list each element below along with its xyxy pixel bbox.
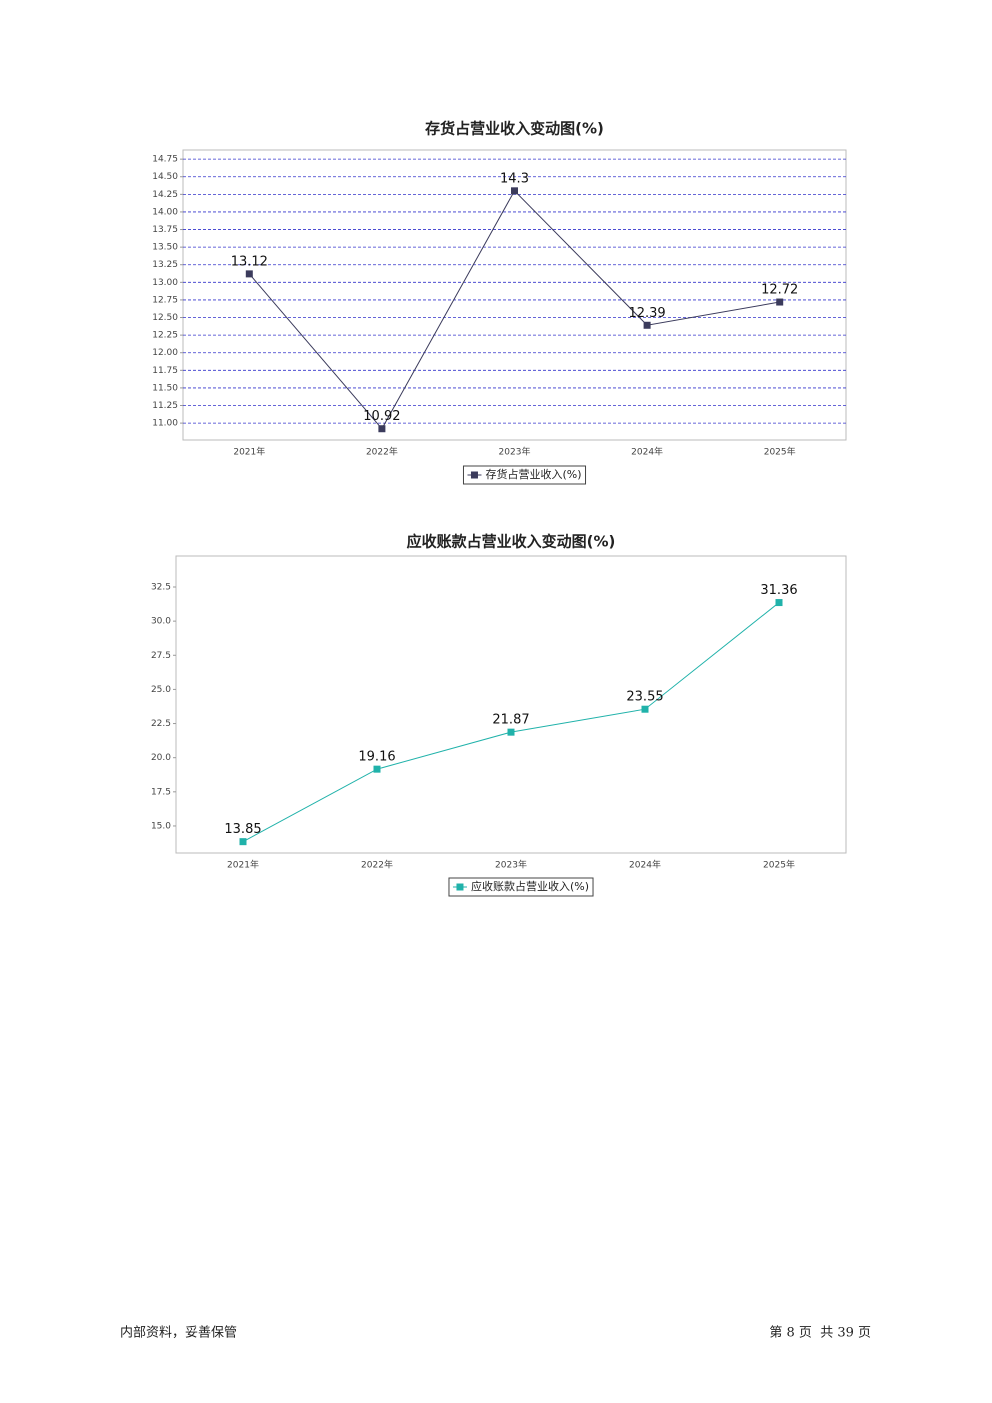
y-tick-label: 12.25	[152, 331, 178, 341]
y-tick-label: 22.5	[151, 719, 171, 729]
value-label: 12.72	[761, 283, 798, 298]
point-marker	[775, 599, 783, 607]
point-marker	[643, 321, 651, 329]
x-tick-label: 2022年	[366, 446, 398, 458]
y-tick-label: 27.5	[151, 651, 171, 661]
x-tick-label: 2022年	[361, 859, 393, 871]
point-marker	[641, 705, 649, 713]
y-tick-label: 12.75	[152, 295, 178, 305]
point-marker	[511, 187, 518, 195]
chart-title: 应收账款占营业收入变动图(%)	[407, 533, 616, 551]
legend-label: 存货占营业收入(%)	[485, 467, 581, 481]
y-tick-label: 13.75	[152, 225, 178, 235]
y-tick-label: 15.0	[151, 821, 171, 831]
point-marker	[239, 838, 247, 846]
series-line	[248, 189, 780, 430]
y-tick-label: 11.25	[152, 401, 178, 411]
y-tick-label: 17.5	[151, 787, 171, 797]
y-tick-label: 11.75	[152, 366, 178, 376]
legend-box	[448, 877, 594, 897]
legend-marker	[456, 883, 464, 891]
plot-area	[182, 149, 847, 441]
x-tick-label: 2023年	[495, 859, 527, 871]
y-tick-label: 11.50	[152, 383, 178, 393]
y-tick-label: 25.0	[151, 685, 171, 695]
value-label: 21.87	[492, 713, 529, 728]
y-tick-label: 14.25	[152, 190, 178, 200]
plot-area	[175, 555, 847, 854]
x-tick-label: 2021年	[227, 859, 259, 871]
value-label: 31.36	[760, 583, 797, 598]
value-label: 13.12	[231, 254, 268, 269]
x-tick-label: 2025年	[763, 859, 795, 871]
value-label: 13.85	[224, 822, 261, 837]
value-label: 19.16	[358, 750, 395, 765]
value-label: 14.3	[500, 171, 529, 186]
y-tick-label: 12.00	[152, 348, 178, 358]
y-tick-label: 32.5	[151, 582, 171, 592]
y-tick-label: 30.0	[151, 617, 171, 627]
value-label: 23.55	[626, 690, 663, 705]
footer-left: 内部资料，妥善保管	[120, 1325, 237, 1341]
x-tick-label: 2021年	[233, 446, 265, 458]
y-tick-label: 20.0	[151, 753, 171, 763]
point-marker	[507, 728, 515, 736]
y-tick-label: 11.00	[152, 419, 178, 429]
y-tick-label: 14.00	[152, 207, 178, 217]
legend-label: 应收账款占营业收入(%)	[471, 879, 589, 893]
point-marker	[378, 425, 386, 433]
x-tick-label: 2023年	[499, 446, 531, 458]
y-tick-label: 13.50	[152, 243, 178, 253]
point-marker	[776, 298, 784, 306]
value-label: 12.39	[628, 306, 665, 321]
y-tick-label: 12.50	[152, 313, 178, 323]
x-tick-label: 2024年	[631, 446, 663, 458]
footer-page: 第 8 页 共 39 页	[769, 1326, 871, 1341]
x-tick-label: 2025年	[764, 446, 796, 458]
y-tick-label: 14.75	[152, 155, 178, 165]
chart-title: 存货占营业收入变动图(%)	[425, 120, 604, 138]
point-marker	[373, 765, 381, 773]
legend-marker	[470, 471, 478, 479]
y-tick-label: 13.25	[152, 260, 178, 270]
x-tick-label: 2024年	[629, 859, 661, 871]
legend-box	[462, 465, 587, 485]
y-tick-label: 14.50	[152, 172, 178, 182]
point-marker	[245, 270, 253, 278]
value-label: 10.92	[363, 409, 400, 424]
y-tick-label: 13.00	[152, 278, 178, 288]
